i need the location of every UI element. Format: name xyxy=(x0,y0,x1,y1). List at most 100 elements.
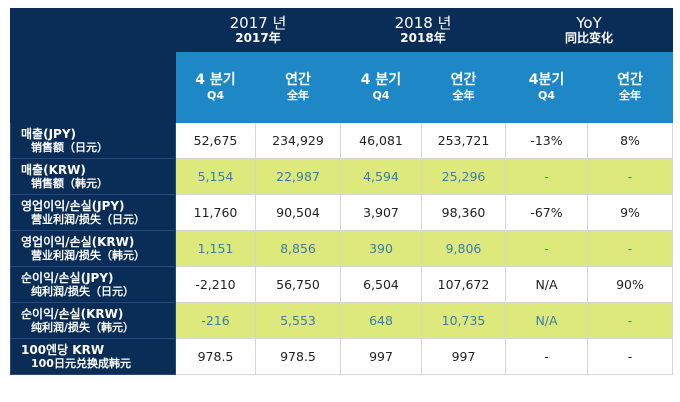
value-cell: 98,360 xyxy=(421,194,506,231)
value-cell: N/A xyxy=(505,302,588,339)
row-label-ko: 영업이익/손실(KRW) xyxy=(21,235,135,249)
year-header-row: 2017 년 2017年 2018 년 2018年 YoY 同比变化 xyxy=(10,8,674,123)
table-row: 매출(KRW) 销售额（韩元） 5,154 22,987 4,594 25,296- - xyxy=(10,158,674,195)
value-cell: - xyxy=(586,230,674,267)
yoy-en: YoY xyxy=(576,14,602,32)
value-cell: 11,760 xyxy=(175,194,256,231)
table-row: 매출(JPY) 销售额（日元） 52,675 234,929 46,081 253,721… xyxy=(10,122,674,159)
period-header-ko: 연간 xyxy=(617,72,643,88)
row-label-ko: 매출(KRW) xyxy=(21,163,86,177)
value-cell: 22,987 xyxy=(255,158,341,195)
table-row: 영업이익/손실(KRW) 营业利润/损失（韩元） 1,151 8,856 390 9,80… xyxy=(10,230,674,267)
row-label-ko: 순이익/손실(KRW) xyxy=(21,307,124,321)
year-2017-zh: 2017年 xyxy=(235,31,281,45)
table-body: 매출(JPY) 销售额（日元） 52,675 234,929 46,081 253,721… xyxy=(10,122,674,375)
row-label: 순이익/손실(JPY) 纯利润/损失（日元） xyxy=(10,266,176,303)
table-row: 영업이익/손실(JPY) 营业利润/损失（日元） 11,760 90,504 3,907… xyxy=(10,194,674,231)
value-cell: 6,504 xyxy=(340,266,422,303)
value-cell: -67% xyxy=(505,194,588,231)
value-cell: 52,675 xyxy=(175,122,256,159)
row-label-zh: 营业利润/损失（日元） xyxy=(31,213,146,226)
year-2018-ko: 2018 년 xyxy=(394,14,452,32)
value-cell: 9,806 xyxy=(421,230,506,267)
value-cell: N/A xyxy=(505,266,588,303)
period-header-ko: 연간 xyxy=(450,72,477,88)
period-header-zh: Q4 xyxy=(206,89,224,102)
value-cell: 4,594 xyxy=(340,158,422,195)
financial-results-table: 2017 년 2017年 2018 년 2018年 YoY 同比变化 4 분기 Q… xyxy=(10,8,674,375)
period-header-ko: 4분기 xyxy=(528,72,565,88)
row-label-zh: 销售额（韩元） xyxy=(31,177,108,190)
period-header-ko: 연간 xyxy=(285,72,311,88)
value-cell: 8,856 xyxy=(255,230,341,267)
row-label-ko: 100엔당 KRW xyxy=(21,343,105,357)
value-cell: 5,154 xyxy=(175,158,256,195)
row-label: 영업이익/손실(KRW) 营业利润/损失（韩元） xyxy=(10,230,176,267)
value-cell: - xyxy=(586,158,674,195)
period-header-zh: 全年 xyxy=(452,89,475,102)
row-label-zh: 纯利润/损失（日元） xyxy=(31,285,135,298)
value-cell: 9% xyxy=(586,194,674,231)
row-label: 100엔당 KRW 100日元兑换成韩元 xyxy=(10,338,176,375)
period-header-zh: Q4 xyxy=(372,89,390,102)
period-header-zh: Q4 xyxy=(537,89,555,102)
row-label: 영업이익/손실(JPY) 营业利润/损失（日元） xyxy=(10,194,176,231)
year-2017-ko: 2017 년 xyxy=(229,14,287,32)
value-cell: - xyxy=(505,230,588,267)
value-cell: 5,553 xyxy=(255,302,341,339)
row-label-zh: 营业利润/损失（韩元） xyxy=(31,249,146,262)
value-cell: 90,504 xyxy=(255,194,341,231)
value-cell: -13% xyxy=(505,122,588,159)
year-2018-zh: 2018年 xyxy=(400,31,446,45)
row-label-zh: 100日元兑换成韩元 xyxy=(31,357,131,370)
row-label: 매출(JPY) 销售额（日元） xyxy=(10,122,176,159)
value-cell: 978.5 xyxy=(255,338,341,375)
period-header-zh: 全年 xyxy=(287,89,309,102)
period-header-ko: 4 분기 xyxy=(360,72,402,88)
period-header: 4분기 Q4 xyxy=(505,51,588,123)
year-2018-header: 2018 년 2018年 xyxy=(340,8,506,52)
row-label-ko: 매출(JPY) xyxy=(21,127,76,141)
period-header-row: 4 분기 Q4 연간 全年 4 분기 Q4 연간 全年 4분기 Q4 연간 全年 xyxy=(11,51,674,123)
period-header: 4 분기 Q4 xyxy=(340,51,422,123)
table-row: 순이익/손실(KRW) 纯利润/损失（韩元） -216 5,553 648 10,735 N… xyxy=(10,302,674,339)
value-cell: 1,151 xyxy=(175,230,256,267)
period-header: 연간 全年 xyxy=(255,51,341,123)
value-cell: 107,672 xyxy=(421,266,506,303)
value-cell: 997 xyxy=(421,338,506,375)
value-cell: 8% xyxy=(586,122,674,159)
value-cell: 390 xyxy=(340,230,422,267)
value-cell: -2,210 xyxy=(175,266,256,303)
value-cell: 56,750 xyxy=(255,266,341,303)
value-cell: 46,081 xyxy=(340,122,422,159)
row-label: 매출(KRW) 销售额（韩元） xyxy=(10,158,176,195)
period-header: 연간 全年 xyxy=(586,51,674,123)
row-label-ko: 순이익/손실(JPY) xyxy=(21,271,114,285)
value-cell: - xyxy=(505,158,588,195)
value-cell: - xyxy=(586,338,674,375)
value-cell: 978.5 xyxy=(175,338,256,375)
value-cell: - xyxy=(505,338,588,375)
row-label-ko: 영업이익/손실(JPY) xyxy=(21,199,125,213)
yoy-zh: 同比变化 xyxy=(565,31,614,45)
period-header: 연간 全年 xyxy=(421,51,506,123)
period-header-ko: 4 분기 xyxy=(195,72,236,88)
value-cell: - xyxy=(586,302,674,339)
period-header-zh: 全年 xyxy=(619,89,641,102)
value-cell: -216 xyxy=(175,302,256,339)
row-label: 순이익/손실(KRW) 纯利润/损失（韩元） xyxy=(10,302,176,339)
value-cell: 997 xyxy=(340,338,422,375)
row-label-zh: 纯利润/损失（韩元） xyxy=(31,321,135,334)
value-cell: 234,929 xyxy=(255,122,341,159)
value-cell: 648 xyxy=(340,302,422,339)
value-cell: 10,735 xyxy=(421,302,506,339)
yoy-header: YoY 同比变化 xyxy=(504,8,674,52)
table-row: 순이익/손실(JPY) 纯利润/损失（日元） -2,210 56,750 6,504 10… xyxy=(10,266,674,303)
corner-cell xyxy=(10,8,176,123)
value-cell: 90% xyxy=(586,266,674,303)
period-header: 4 분기 Q4 xyxy=(175,51,256,123)
value-cell: 25,296 xyxy=(421,158,506,195)
value-cell: 253,721 xyxy=(421,122,506,159)
row-label-zh: 销售额（日元） xyxy=(31,141,108,154)
